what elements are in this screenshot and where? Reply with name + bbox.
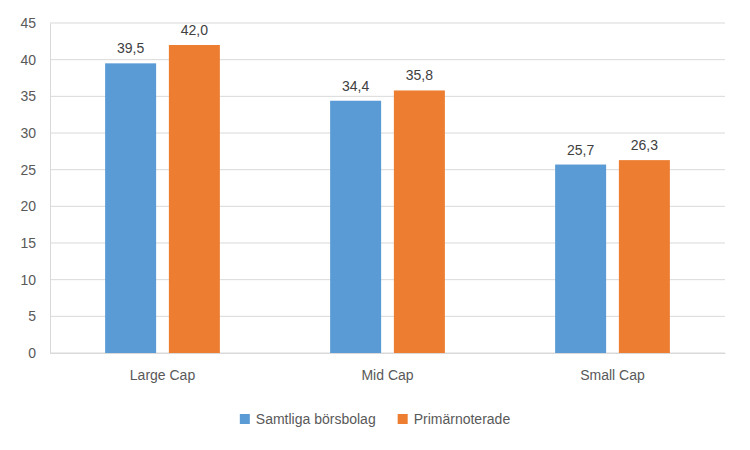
y-tick: 45	[20, 15, 50, 31]
x-axis-line	[51, 353, 726, 354]
legend-label: Primärnoterade	[414, 411, 511, 427]
bar	[330, 101, 381, 353]
x-axis: Large Cap Mid Cap Small Cap	[51, 353, 726, 383]
x-tick-label: Large Cap	[130, 367, 196, 383]
data-label: 39,5	[117, 40, 144, 56]
plot: 0 5 10 15 20 25 30 35 40 45 Large Cap Mid Cap Small …	[20, 15, 725, 383]
y-tick: 40	[20, 52, 50, 68]
grid	[50, 23, 725, 353]
bar	[555, 165, 606, 353]
data-label: 42,0	[181, 22, 208, 38]
y-tick: 10	[20, 272, 50, 288]
grid-line	[50, 59, 725, 60]
legend-item: Samtliga börsbolag	[240, 411, 376, 427]
y-tick-label: 40	[20, 52, 36, 68]
y-tick-label: 35	[20, 88, 36, 104]
y-tick-label: 15	[20, 235, 36, 251]
bar	[394, 90, 445, 353]
y-tick: 5	[28, 308, 50, 324]
x-tick: Large Cap	[130, 353, 196, 383]
data-label: 34,4	[342, 78, 369, 94]
legend-label: Samtliga börsbolag	[256, 411, 376, 427]
y-tick-label: 45	[20, 15, 36, 31]
x-tick: Mid Cap	[361, 353, 413, 383]
y-tick: 20	[20, 198, 50, 214]
legend-swatch	[398, 414, 408, 424]
y-tick: 25	[20, 162, 50, 178]
data-label: 35,8	[406, 67, 433, 83]
grid-line	[50, 23, 725, 24]
legend: Samtliga börsbolag Primärnoterade	[240, 411, 511, 427]
y-axis: 0 5 10 15 20 25 30 35 40 45	[20, 15, 50, 361]
y-tick-label: 5	[28, 308, 36, 324]
y-axis-line	[50, 24, 51, 354]
bar	[169, 45, 220, 353]
data-label: 25,7	[567, 142, 594, 158]
x-tick: Small Cap	[580, 353, 645, 383]
y-tick-label: 10	[20, 272, 36, 288]
legend-swatch	[240, 414, 250, 424]
y-tick: 30	[20, 125, 50, 141]
y-tick: 0	[28, 345, 50, 361]
chart: 0 5 10 15 20 25 30 35 40 45 Large Cap Mid Cap Small …	[0, 0, 750, 450]
bar	[619, 160, 670, 353]
y-tick-label: 20	[20, 198, 36, 214]
bars	[105, 45, 670, 353]
bar	[105, 63, 156, 353]
x-tick-label: Small Cap	[580, 367, 645, 383]
y-tick-label: 0	[28, 345, 36, 361]
data-labels: 39,5 34,4 25,7 42,0 35,8 26,3	[117, 22, 658, 158]
y-tick: 15	[20, 235, 50, 251]
y-tick: 35	[20, 88, 50, 104]
legend-item: Primärnoterade	[398, 411, 511, 427]
y-tick-label: 25	[20, 162, 36, 178]
data-label: 26,3	[631, 137, 658, 153]
y-tick-label: 30	[20, 125, 36, 141]
x-tick-label: Mid Cap	[361, 367, 413, 383]
series-bars	[169, 45, 670, 353]
